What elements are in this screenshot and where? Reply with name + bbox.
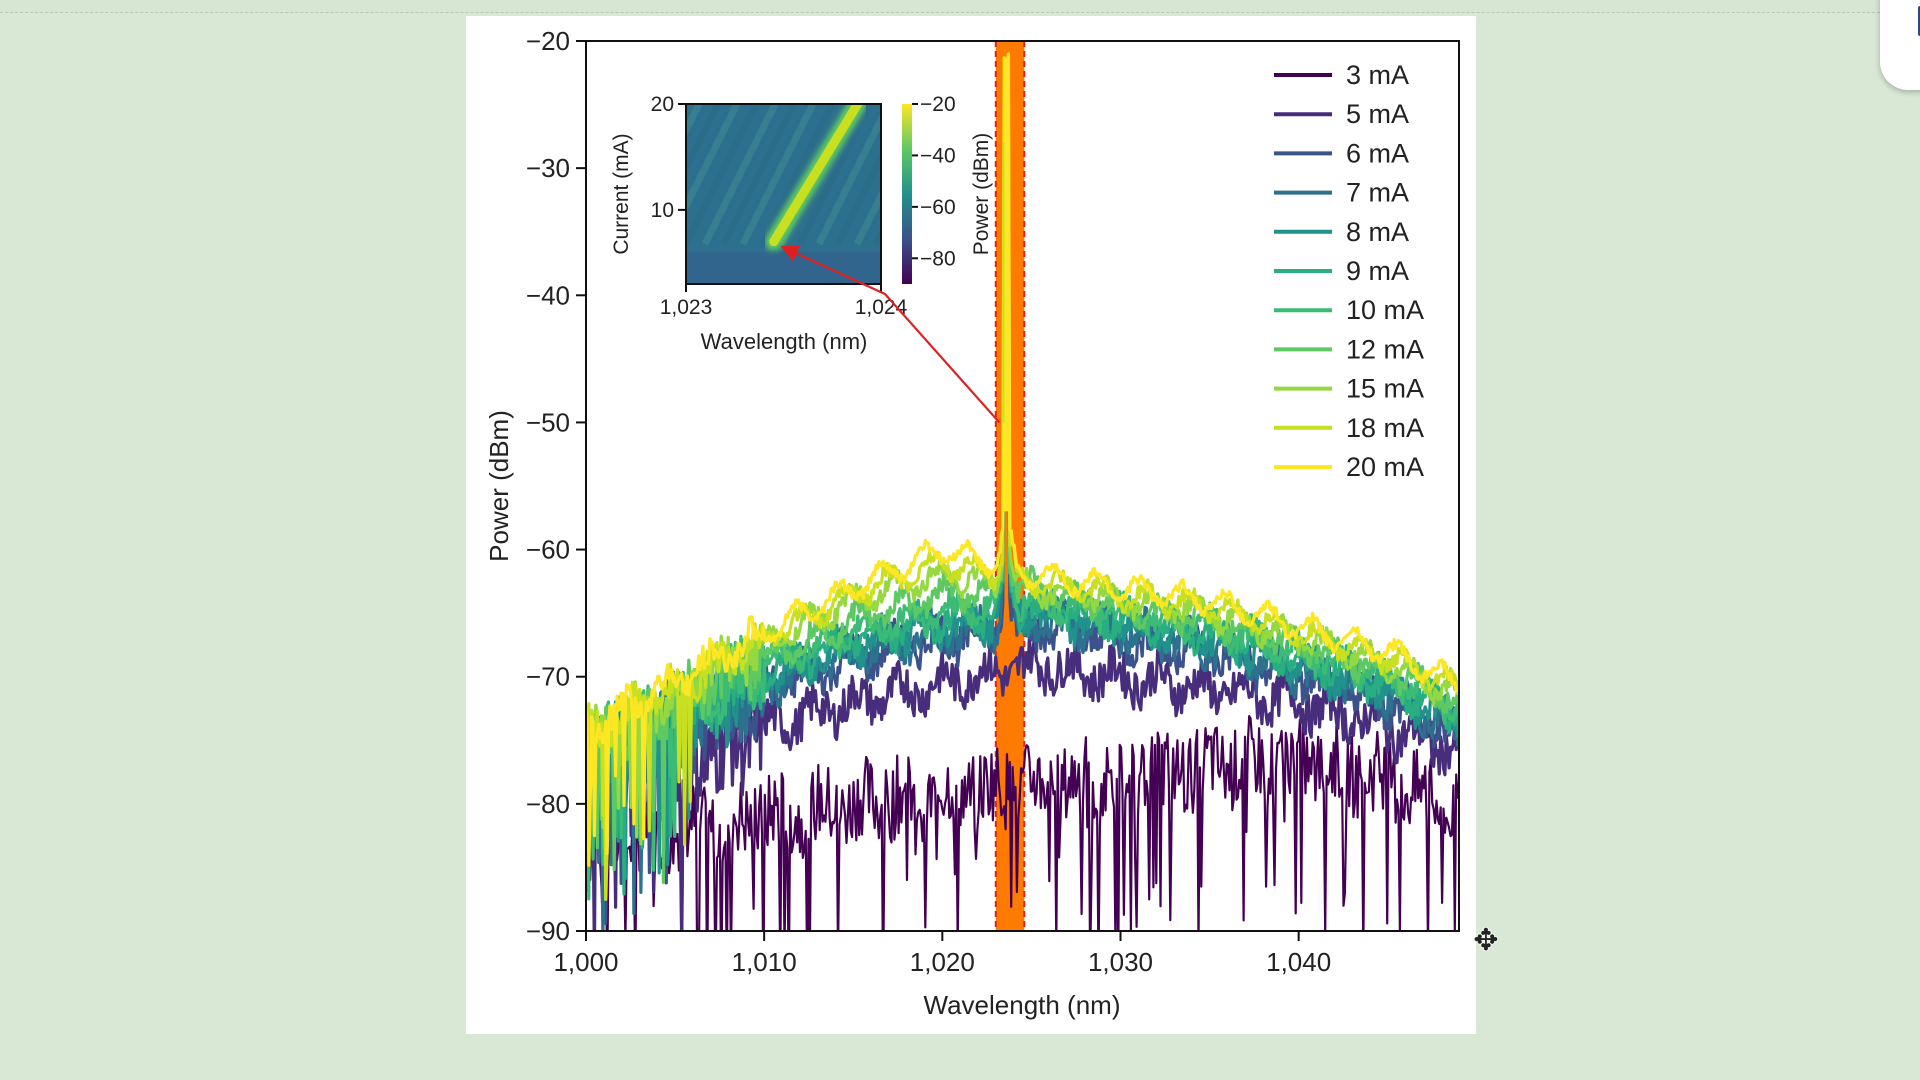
inset-heatmap: 1,023 1,024 10 20 Wavelength (nm) Current (…: [610, 93, 993, 354]
series-line: [586, 715, 1459, 931]
x-tick-label: 1,030: [1088, 947, 1153, 977]
spectrum-figure: 1,000 1,010 1,020 1,030 1,040 −90 −80 −70 −60 −5…: [484, 26, 1460, 1020]
legend-item: 15 mA: [1274, 374, 1424, 404]
lasing-peak-group: [1002, 66, 1009, 512]
legend-item: 18 mA: [1274, 413, 1424, 443]
series-20-ma: [586, 52, 1459, 867]
inset-lasing-line: [764, 104, 867, 251]
inset-mode-stripe: [796, 104, 874, 246]
colorbar-tick-label: −20: [920, 93, 956, 116]
y-tick-label: −60: [526, 535, 570, 565]
pointer-arrow-path: [780, 245, 1001, 424]
inset-mode-stripe: [815, 112, 881, 246]
y-tick-label: −50: [526, 407, 570, 437]
inset-mode-stripe: [739, 104, 817, 246]
y-tick-label: −20: [526, 26, 570, 56]
legend-label: 15 mA: [1346, 374, 1424, 404]
x-tick-label: 1,000: [553, 947, 618, 977]
inset-colorbar: [902, 104, 912, 284]
inset-y-tick-label: 10: [651, 199, 674, 222]
legend-label: 7 mA: [1346, 178, 1409, 208]
series-line: [586, 633, 1459, 931]
inset-lasing-core: [769, 104, 863, 247]
inset-y-tick-label: 20: [651, 93, 674, 116]
legend-item: 3 mA: [1274, 60, 1409, 90]
main-y-axis-label: Power (dBm): [484, 410, 514, 562]
legend: 3 mA 5 mA 6 mA 7 mA 8 mA 9 mA 10 mA 12 mA 15 mA 1…: [1274, 60, 1424, 482]
x-tick-label: 1,020: [910, 947, 975, 977]
y-tick-label: −30: [526, 153, 570, 183]
y-tick-label: −80: [526, 789, 570, 819]
inset-mode-stripe: [853, 188, 881, 246]
y-tick-label: −70: [526, 662, 570, 692]
inset-mode-stripe: [720, 104, 798, 246]
legend-item: 6 mA: [1274, 138, 1409, 168]
toolbar-icon: [1918, 6, 1920, 36]
series-3-ma: [586, 715, 1459, 931]
legend-label: 5 mA: [1346, 99, 1409, 129]
legend-label: 9 mA: [1346, 256, 1409, 286]
legend-item: 9 mA: [1274, 256, 1409, 286]
legend-item: 7 mA: [1274, 178, 1409, 208]
top-dashed-strip: [0, 0, 1920, 13]
main-x-ticks: 1,000 1,010 1,020 1,030 1,040: [553, 931, 1331, 977]
move-cursor-icon: ✥: [1473, 924, 1499, 957]
legend-item: 8 mA: [1274, 217, 1409, 247]
x-tick-label: 1,040: [1266, 947, 1331, 977]
inset-x-axis-label: Wavelength (nm): [701, 329, 868, 354]
legend-label: 10 mA: [1346, 295, 1424, 325]
colorbar-tick-label: −60: [920, 196, 956, 219]
inset-y-axis-label: Current (mA): [610, 133, 633, 254]
inset-mode-stripe: [686, 104, 741, 214]
legend-label: 6 mA: [1346, 138, 1409, 168]
inset-mode-stripe: [686, 104, 703, 138]
inset-mode-stripe: [686, 104, 760, 246]
colorbar-tick-label: −80: [920, 247, 956, 270]
series-5-ma: [586, 633, 1459, 931]
inset-colorbar-label: Power (dBm): [970, 133, 993, 256]
series-line: [586, 52, 1459, 867]
legend-label: 18 mA: [1346, 413, 1424, 443]
inset-axis-ticks: 1,023 1,024 10 20: [651, 93, 908, 319]
main-x-axis-label: Wavelength (nm): [924, 990, 1121, 1020]
y-tick-label: −40: [526, 280, 570, 310]
floating-toolbar-widget[interactable]: [1880, 0, 1920, 90]
y-tick-label: −90: [526, 916, 570, 946]
figure-card: 1,000 1,010 1,020 1,030 1,040 −90 −80 −70 −60 −5…: [466, 16, 1499, 1034]
legend-item: 10 mA: [1274, 295, 1424, 325]
inset-mode-stripe: [686, 104, 722, 176]
x-tick-label: 1,010: [732, 947, 797, 977]
legend-item: 12 mA: [1274, 334, 1424, 364]
spectrum-series-group: [586, 52, 1459, 931]
legend-label: 20 mA: [1346, 452, 1424, 482]
inset-x-tick-label: 1,023: [660, 296, 713, 319]
main-y-ticks: −90 −80 −70 −60 −50 −40 −30 −20: [526, 26, 586, 946]
inset-mode-stripe: [758, 104, 836, 246]
inset-mode-stripe: [701, 104, 779, 246]
legend-label: 12 mA: [1346, 334, 1424, 364]
inset-colorbar-ticks: −20 −40 −60 −80: [912, 93, 956, 270]
legend-item: 20 mA: [1274, 452, 1424, 482]
main-plot-frame: [585, 40, 1460, 932]
legend-label: 3 mA: [1346, 60, 1409, 90]
colorbar-tick-label: −40: [920, 144, 956, 167]
legend-item: 5 mA: [1274, 99, 1409, 129]
inset-pointer-arrow: [780, 245, 1001, 424]
inset-mode-stripe: [834, 150, 881, 246]
inset-x-tick-label: 1,024: [855, 296, 908, 319]
legend-label: 8 mA: [1346, 217, 1409, 247]
inset-frame: [685, 103, 882, 285]
